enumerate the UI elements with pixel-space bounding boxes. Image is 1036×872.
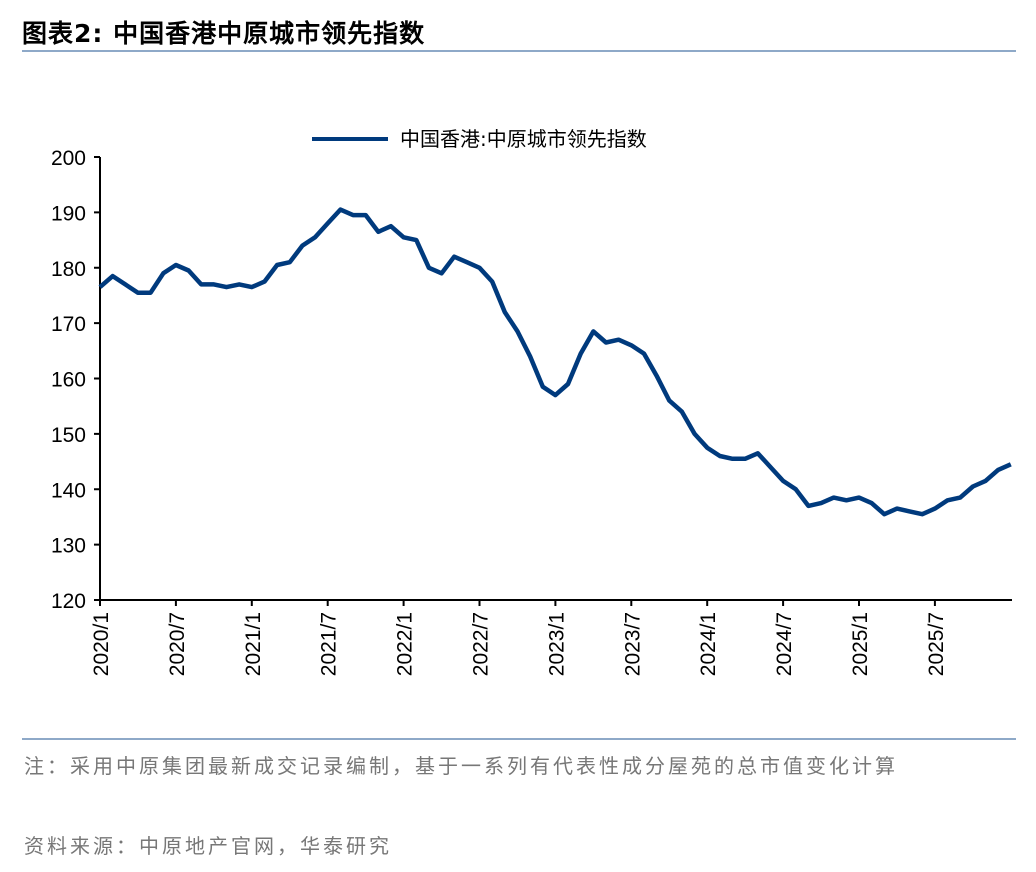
x-tick-label: 2020/7: [166, 612, 189, 676]
x-tick-label: 2021/1: [242, 612, 265, 676]
x-tick-label: 2025/1: [849, 612, 872, 676]
footnote: 注：采用中原集团最新成交记录编制，基于一系列有代表性成分屋苑的总市值变化计算: [24, 754, 898, 778]
x-tick-label: 2021/7: [318, 612, 341, 676]
legend: 中国香港:中原城市领先指数: [312, 127, 647, 151]
y-tick-label: 180: [51, 258, 86, 281]
y-tick-label: 130: [51, 535, 86, 558]
x-tick-label: 2022/7: [470, 612, 493, 676]
top-divider: [22, 50, 1016, 52]
y-tick-label: 200: [51, 147, 86, 170]
x-tick-label: 2023/7: [621, 612, 644, 676]
y-tick-label: 140: [51, 479, 86, 502]
x-tick-label: 2022/1: [394, 612, 417, 676]
x-tick-label: 2025/7: [925, 612, 948, 676]
x-tick-label: 2024/1: [697, 612, 720, 676]
x-tick-label: 2020/1: [90, 612, 113, 676]
series-line-hk-centa-leading-index: [98, 207, 1012, 517]
bottom-divider: [22, 738, 1016, 740]
y-tick-label: 150: [51, 424, 86, 447]
y-tick-label: 190: [51, 202, 86, 225]
x-tick-label: 2023/1: [545, 612, 568, 676]
figure-title: 图表2: 中国香港中原城市领先指数: [22, 19, 426, 48]
y-tick-label: 160: [51, 369, 86, 392]
source-note: 资料来源：中原地产官网，华泰研究: [24, 834, 392, 858]
y-tick-label: 120: [51, 590, 86, 613]
x-tick-label: 2024/7: [773, 612, 796, 676]
y-tick-label: 170: [51, 313, 86, 336]
axes: 120 130 140 150 160 170 180 190 200 2020/1 2020/7 2…: [51, 147, 1012, 676]
legend-label: 中国香港:中原城市领先指数: [400, 127, 647, 151]
